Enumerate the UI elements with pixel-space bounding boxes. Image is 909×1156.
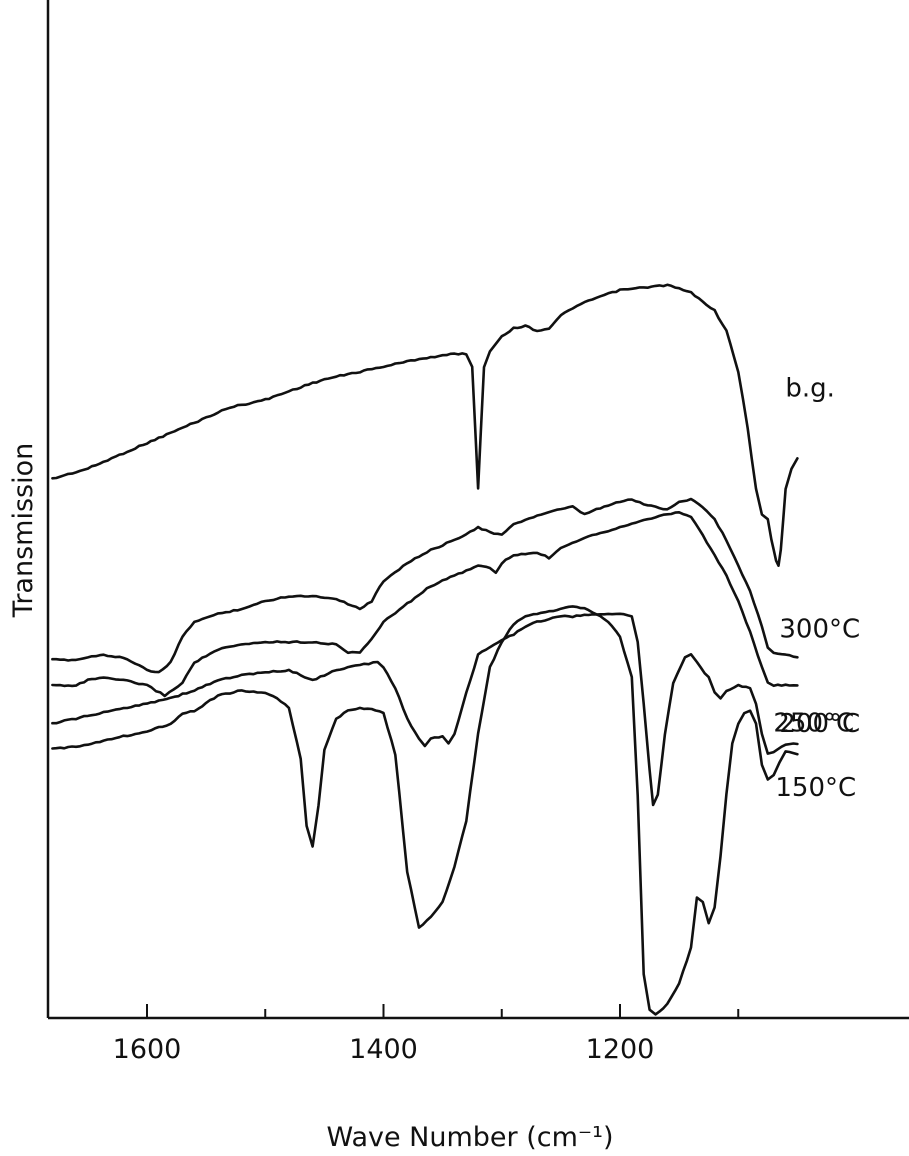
series-line-150-c — [51, 605, 799, 1016]
x-axis-label: Wave Number (cm⁻¹) — [326, 1122, 613, 1153]
series-line-b-g — [51, 283, 799, 567]
x-tick-label-1600: 1600 — [113, 1034, 182, 1065]
series-layer — [51, 283, 799, 1016]
series-line-300-c — [51, 497, 799, 674]
series-label-0: b.g. — [785, 373, 835, 403]
series-line-200-c — [51, 612, 799, 807]
series-label-2: 250°C — [773, 708, 854, 738]
y-axis-label: Transmission — [8, 443, 39, 618]
series-line-250-c — [51, 510, 799, 698]
x-ticks — [146, 1004, 740, 1018]
x-tick-labels: 1600 1400 1200 — [113, 1034, 655, 1065]
series-label-4: 150°C — [775, 773, 856, 803]
series-label-1: 300°C — [779, 614, 860, 644]
series-label-3: 200°C — [779, 709, 860, 739]
x-tick-label-1200: 1200 — [586, 1034, 655, 1065]
x-tick-label-1400: 1400 — [349, 1034, 418, 1065]
axes — [46, 0, 909, 1020]
